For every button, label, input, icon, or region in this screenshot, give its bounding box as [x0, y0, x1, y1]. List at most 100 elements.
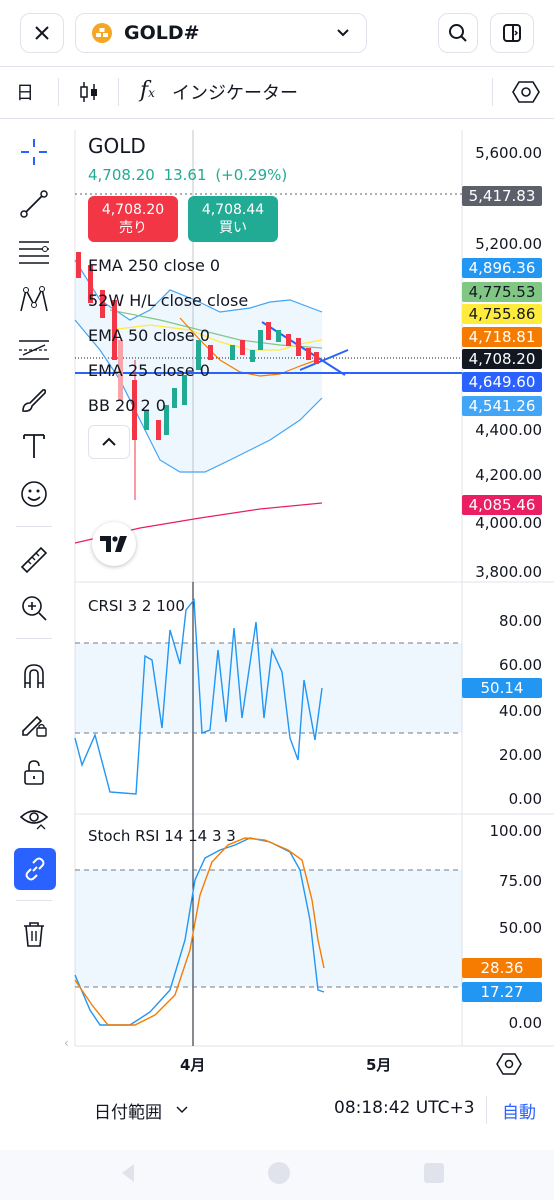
bb-upper [74, 259, 323, 321]
crosshair-tool[interactable] [14, 132, 54, 172]
crsi-line [74, 598, 323, 795]
chevron-down-icon [176, 1106, 188, 1114]
symbol-name: GOLD# [124, 22, 200, 44]
pencil-lock-icon [22, 715, 47, 737]
search-button[interactable] [438, 13, 478, 53]
settings-hexagon-icon[interactable] [512, 80, 540, 104]
tv-logo-icon [100, 536, 127, 552]
eye-icon [19, 810, 49, 830]
price-tag: 4,708.20 [462, 349, 542, 369]
buy-button[interactable]: 4,708.44 買い [188, 196, 278, 242]
legend-52w[interactable]: 52W H/L close close [88, 291, 249, 310]
sell-label: 売り [119, 220, 147, 236]
tool-divider [16, 900, 52, 901]
sell-button[interactable]: 4,708.20 売り [88, 196, 178, 242]
brush-icon [22, 389, 47, 412]
legend-ema250[interactable]: EMA 250 close 0 [88, 256, 221, 275]
candles-icon[interactable] [78, 80, 100, 104]
price-tag: 4,649.60 [462, 372, 542, 392]
unlock-icon [24, 760, 44, 785]
toolbar-separator [58, 78, 59, 106]
sell-price: 4,708.20 [101, 202, 165, 218]
chevron-down-icon [337, 29, 349, 37]
price-tag: 4,896.36 [462, 258, 542, 278]
crsi-axis-label: 0.00 [508, 790, 542, 808]
measure-tool[interactable] [14, 540, 54, 580]
crsi-value-tag: 50.14 [462, 678, 542, 698]
trash-icon [24, 922, 44, 947]
price-axis-label: 4,200.00 [475, 466, 542, 484]
close-button[interactable] [20, 13, 64, 53]
indicators-button[interactable]: インジケーター [172, 83, 298, 104]
forecast-icon [19, 340, 49, 360]
toolbar-separator [118, 78, 119, 106]
search-icon [449, 24, 467, 42]
pattern-icon [20, 286, 48, 312]
text-tool[interactable] [14, 426, 54, 466]
quote-change-pct: (+0.29%) [215, 166, 288, 184]
layout-button[interactable] [490, 13, 534, 53]
price-tag: 4,755.86 [462, 304, 542, 324]
crsi-band [75, 643, 462, 733]
link-icon [25, 857, 45, 881]
collapse-legend-button[interactable] [88, 425, 130, 459]
recents-nav-icon[interactable] [424, 1163, 444, 1183]
bb-lower [74, 319, 323, 473]
lock-drawings-tool[interactable] [14, 704, 54, 744]
fib-tool[interactable] [14, 232, 54, 272]
tradingview-logo[interactable] [92, 522, 136, 566]
date-range-button[interactable]: 日付範囲 [94, 1103, 162, 1123]
fib-lines-icon [19, 241, 49, 264]
indicators-fx-icon[interactable]: fx [140, 78, 155, 103]
clock-display[interactable]: 08:18:42 UTC+3 [334, 1098, 475, 1118]
price-axis-label: 3,800.00 [475, 563, 542, 581]
symbol-selector[interactable]: GOLD# [75, 13, 367, 53]
stoch-axis-label: 50.00 [499, 919, 542, 937]
zoom-tool[interactable] [14, 588, 54, 628]
legend-ema25[interactable]: EMA 25 close 0 [88, 361, 210, 380]
time-axis-label: 4月 [180, 1056, 206, 1074]
split-panel-icon [503, 24, 521, 42]
trendline-drawing [261, 321, 349, 376]
buy-price: 4,708.44 [201, 202, 265, 218]
emoji-tool[interactable] [14, 474, 54, 514]
text-icon [23, 434, 45, 458]
brush-tool[interactable] [14, 380, 54, 420]
legend-ema50[interactable]: EMA 50 close 0 [88, 326, 210, 345]
close-icon [35, 26, 49, 40]
crsi-legend[interactable]: CRSI 3 2 100 [88, 597, 185, 615]
ruler-icon [20, 546, 48, 574]
scroll-left-icon[interactable]: ‹ [64, 1036, 69, 1050]
magnet-tool[interactable] [14, 656, 54, 696]
lock-tool[interactable] [14, 752, 54, 792]
price-tag: 4,541.26 [462, 396, 542, 416]
interval-button[interactable]: 日 [16, 83, 34, 104]
legend-bb[interactable]: BB 20 2 0 [88, 396, 166, 415]
quote-line: 4,708.20 13.61 (+0.29%) [88, 166, 287, 184]
stoch-d-line [74, 837, 325, 1026]
home-nav-icon[interactable] [268, 1162, 290, 1184]
tool-divider [16, 526, 52, 527]
buy-label: 買い [219, 220, 247, 236]
trendline-tool[interactable] [14, 184, 54, 224]
time-axis-label: 5月 [366, 1056, 392, 1074]
bottom-bar: 日付範囲 08:18:42 UTC+3 自動 [0, 1090, 554, 1130]
quote-name: GOLD [88, 134, 146, 158]
sync-drawings-tool[interactable] [14, 848, 56, 890]
stoch-axis-label: 0.00 [508, 1014, 542, 1032]
stoch-axis-label: 100.00 [489, 822, 543, 840]
stoch-axis-label: 75.00 [499, 872, 542, 890]
visibility-tool[interactable] [14, 798, 54, 838]
time-settings-icon[interactable] [496, 1052, 522, 1076]
stoch-legend[interactable]: Stoch RSI 14 14 3 3 [88, 827, 236, 845]
auto-scale-button[interactable]: 自動 [502, 1103, 536, 1123]
back-nav-icon[interactable] [118, 1162, 138, 1184]
system-nav-bar [0, 1150, 554, 1200]
pattern-tool[interactable] [14, 280, 54, 320]
prediction-tool[interactable] [14, 330, 54, 370]
price-tag: 5,417.83 [462, 186, 542, 206]
crosshair-icon [21, 139, 47, 165]
magnet-icon [24, 664, 44, 688]
delete-tool[interactable] [14, 914, 54, 954]
